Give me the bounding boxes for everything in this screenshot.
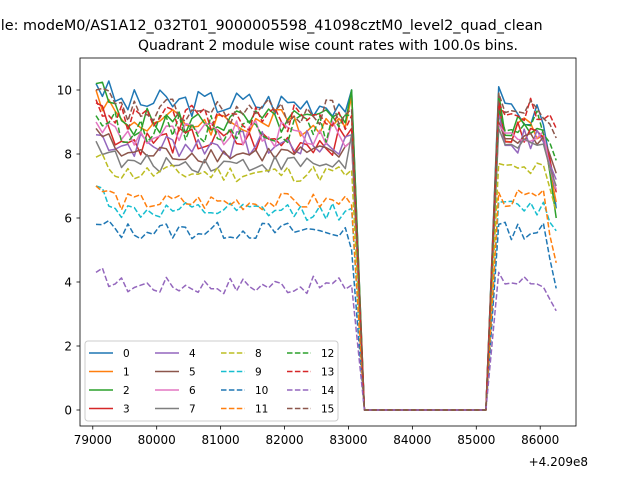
legend-label-7: 7	[189, 404, 196, 416]
series-line-9	[95, 185, 557, 411]
legend-label-15: 15	[321, 404, 334, 416]
series-line-7	[95, 127, 557, 411]
y-tick-label: 2	[64, 340, 72, 354]
y-tick-label: 8	[64, 148, 72, 162]
axes-frame	[79, 57, 577, 427]
series-line-6	[95, 120, 557, 411]
legend-label-8: 8	[255, 348, 262, 360]
x-tick-label: 85000	[457, 433, 495, 447]
x-tick-label: 82000	[265, 433, 303, 447]
x-axis: 79000 80000 81000 82000 83000 84000 85000 86000	[74, 426, 559, 447]
legend-label-10: 10	[255, 385, 268, 397]
series-line-4	[95, 111, 557, 411]
legend-label-3: 3	[123, 404, 130, 416]
legend-label-5: 5	[189, 367, 196, 379]
x-tick-label: 81000	[202, 433, 240, 447]
x-tick-label: 83000	[329, 433, 367, 447]
series-line-15	[95, 87, 557, 411]
y-tick-label: 6	[64, 212, 72, 226]
series-lines	[95, 80, 557, 411]
legend-label-4: 4	[189, 348, 196, 360]
y-tick-label: 4	[64, 276, 72, 290]
legend-label-9: 9	[255, 367, 262, 379]
y-tick-label: 0	[64, 404, 72, 418]
x-offset-label: +4.209e8	[529, 455, 588, 469]
x-tick-label: 84000	[393, 433, 431, 447]
legend-label-13: 13	[321, 367, 334, 379]
chart-title: Quadrant 2 module wise count rates with …	[138, 38, 518, 54]
series-line-0	[95, 80, 557, 411]
legend-label-2: 2	[123, 385, 130, 397]
series-line-12	[95, 108, 557, 411]
x-tick-label: 86000	[521, 433, 559, 447]
legend-label-1: 1	[123, 367, 130, 379]
y-axis: 0 2 4 6 8 10	[57, 84, 80, 418]
series-line-13	[95, 97, 557, 411]
legend-label-11: 11	[255, 404, 268, 416]
x-tick-label: 80000	[138, 433, 176, 447]
series-line-10	[95, 219, 557, 411]
x-tick-label: 79000	[74, 433, 112, 447]
legend-label-6: 6	[189, 385, 196, 397]
y-tick-label: 10	[57, 84, 72, 98]
legend-box	[84, 340, 339, 422]
legend-label-12: 12	[321, 348, 334, 360]
series-line-14	[95, 267, 557, 411]
series-line-11	[95, 185, 557, 411]
figure-suptitle: n file: modeM0/AS1A12_032T01_9000005598_…	[0, 18, 543, 34]
legend-label-0: 0	[123, 348, 130, 360]
series-line-8	[95, 153, 557, 411]
legend-label-14: 14	[321, 385, 335, 397]
plot-area: 79000 80000 81000 82000 83000 84000 85000 86000…	[57, 57, 588, 469]
